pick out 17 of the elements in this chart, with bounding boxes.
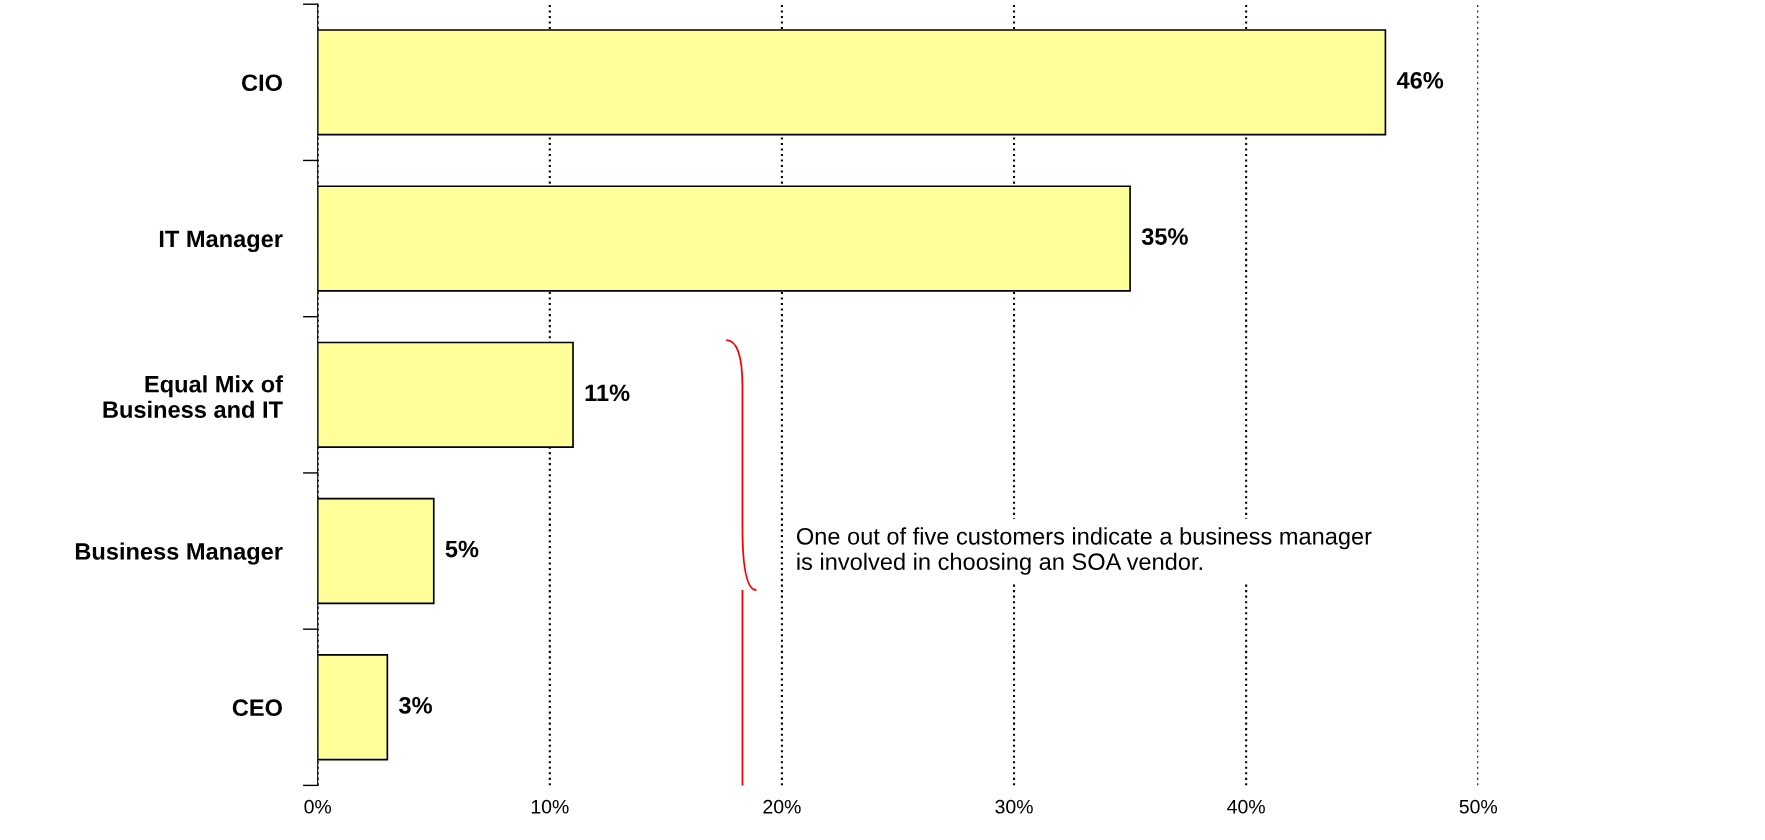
data-label: 46% [1396, 71, 1444, 89]
data-label: 3% [398, 696, 432, 714]
y-tick-label: IT Manager [159, 230, 283, 253]
data-label: 5% [445, 540, 479, 558]
x-tick-label: 40% [1227, 799, 1265, 814]
annotation: One out of five customers indicate a business manager is involved in choosing an SOA vendor. [796, 527, 1372, 575]
data-label: 11% [585, 384, 630, 402]
x-tick-label: 10% [531, 799, 569, 814]
y-tick-label: Business Manager [75, 542, 283, 565]
data-label: 35% [1141, 228, 1188, 245]
x-tick-label: 0% [304, 799, 332, 814]
y-tick-label: CIO [241, 74, 282, 92]
x-tick-label: 20% [763, 799, 801, 814]
y-tick-label: CEO [232, 699, 282, 717]
x-tick-label: 50% [1459, 799, 1498, 814]
y-tick-label: Equal Mix of Business and IT [103, 375, 284, 419]
x-tick-label: 30% [995, 799, 1033, 814]
